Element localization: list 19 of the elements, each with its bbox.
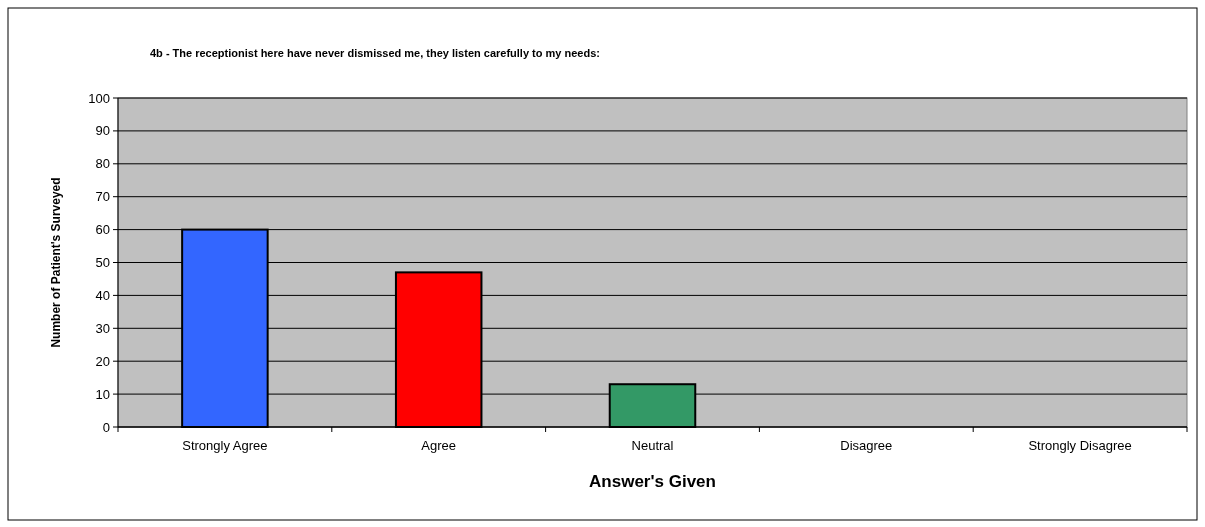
y-tick-label: 50 [95, 255, 110, 271]
y-tick-label: 0 [102, 419, 110, 435]
y-tick-label: 80 [95, 156, 110, 172]
chart-title: 4b - The receptionist here have never dismissed me, they listen carefully to my needs: [150, 47, 600, 59]
x-axis-title: Answer's Given [589, 472, 716, 491]
x-tick-label: Strongly Disagree [1028, 438, 1132, 453]
y-tick-label: 10 [95, 386, 110, 402]
y-tick-label: 40 [95, 287, 110, 303]
y-tick-label: 30 [95, 320, 110, 336]
y-tick-label: 60 [95, 222, 110, 238]
y-axis-title: Number of Patient's Surveyed [49, 177, 63, 348]
x-tick-label: Neutral [631, 438, 674, 453]
y-tick-label: 90 [95, 123, 110, 139]
x-tick-label: Agree [421, 438, 457, 453]
y-tick-label: 20 [95, 353, 110, 369]
x-tick-label: Strongly Agree [182, 438, 268, 453]
y-tick-label: 70 [95, 189, 110, 205]
y-tick-label: 100 [88, 90, 110, 106]
x-tick-label: Disagree [840, 438, 893, 453]
